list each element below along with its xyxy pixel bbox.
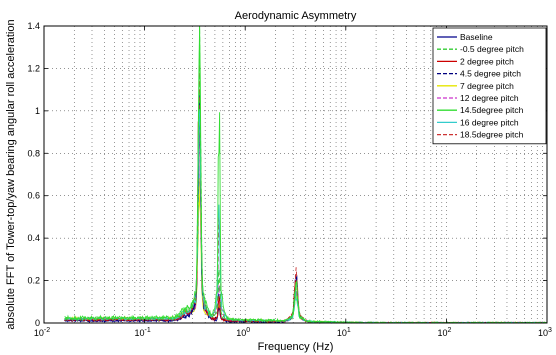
- legend-label: 18.5degree pitch: [460, 130, 524, 140]
- x-tick-label: 10-1: [134, 327, 150, 338]
- y-tick-label: 0.4: [27, 233, 40, 243]
- chart-title: Aerodynamic Asymmetry: [235, 10, 357, 22]
- legend-label: 14.5degree pitch: [460, 105, 524, 115]
- y-tick-label: 0.6: [27, 191, 40, 201]
- y-tick-label: 1.4: [27, 21, 40, 31]
- x-tick-label: 100: [236, 327, 250, 338]
- y-axis: 0 0.2 0.4 0.6 0.8 1 1.2 1.4: [27, 21, 547, 328]
- legend-label: 12 degree pitch: [460, 93, 519, 103]
- y-tick-label: 0: [35, 318, 40, 328]
- grid: [44, 26, 547, 323]
- y-tick-label: 1.2: [27, 63, 40, 73]
- y-tick-label: 1: [35, 106, 40, 116]
- legend-label: 7 degree pitch: [460, 81, 514, 91]
- x-axis: 10-2 10-1 100 101 102 103: [34, 26, 552, 338]
- plot-frame: [43, 25, 548, 324]
- x-tick-label: 101: [337, 327, 351, 338]
- y-tick-label: 0.2: [27, 276, 40, 286]
- legend: Baseline -0.5 degree pitch 2 degree pitch 4…: [432, 27, 547, 145]
- legend-label: 4.5 degree pitch: [460, 69, 521, 79]
- legend-label: 16 degree pitch: [460, 117, 519, 127]
- x-tick-label: 103: [538, 327, 552, 338]
- legend-label: -0.5 degree pitch: [460, 44, 524, 54]
- y-axis-title: absolute FFT of Tower-top/yaw bearing an…: [5, 19, 17, 329]
- x-tick-label: 10-2: [34, 327, 50, 338]
- y-tick-label: 0.8: [27, 148, 40, 158]
- x-tick-label: 102: [437, 327, 451, 338]
- legend-label: Baseline: [460, 32, 493, 42]
- legend-label: 2 degree pitch: [460, 56, 514, 66]
- x-axis-title: Frequency (Hz): [258, 341, 334, 353]
